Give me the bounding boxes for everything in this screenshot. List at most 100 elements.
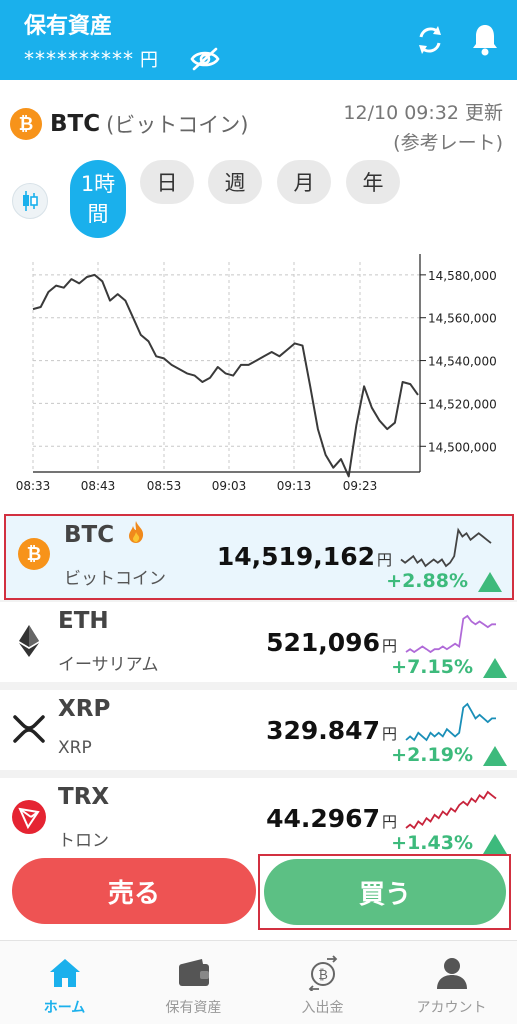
sparkline-line bbox=[405, 614, 496, 654]
coin-price-value: 44.2967 bbox=[266, 804, 380, 833]
coin-ticker: BTC bbox=[50, 111, 101, 137]
sparkline-chart bbox=[405, 790, 497, 830]
sparkline-line bbox=[400, 527, 492, 568]
bitcoin-icon: ₿ bbox=[18, 538, 50, 570]
coin-price-value: 521,096 bbox=[266, 628, 380, 657]
coin-price: 14,519,162 円 bbox=[217, 542, 392, 571]
coin-symbol: XRP bbox=[58, 696, 111, 722]
svg-text:₿: ₿ bbox=[318, 968, 328, 983]
coin-price-currency: 円 bbox=[381, 637, 397, 655]
price-series-line bbox=[32, 273, 419, 478]
x-tick-label: 09:23 bbox=[343, 479, 378, 493]
coin-row-xrp[interactable]: XRP XRP 329.847 円 +2.19% bbox=[0, 690, 517, 770]
nav-account-label: アカウント bbox=[416, 1000, 487, 1016]
nav-account[interactable]: アカウント bbox=[387, 941, 516, 1024]
sparkline-line bbox=[405, 790, 497, 830]
up-arrow-icon bbox=[483, 658, 507, 678]
coin-symbol: ETH bbox=[58, 608, 109, 634]
y-tick-label: 14,580,000 bbox=[428, 269, 497, 283]
coin-name: XRP bbox=[58, 738, 92, 758]
flame-icon bbox=[129, 521, 144, 543]
price-chart: 08:33 08:43 08:53 09:03 09:13 09:23 14,580,000… bbox=[16, 254, 497, 493]
rate-note: (参考レート) bbox=[393, 132, 503, 154]
tab-1-hour-line2: 間 bbox=[87, 202, 109, 226]
coin-row-eth[interactable]: ETH イーサリアム 521,096 円 +7.15% bbox=[0, 602, 517, 682]
coin-change: +1.43% bbox=[391, 832, 473, 854]
bitcoin-icon: ₿ bbox=[10, 108, 42, 140]
coin-price-value: 329.847 bbox=[266, 716, 380, 745]
bottom-nav: ホーム 保有資産 ₿ 入出金 アカウント bbox=[0, 940, 517, 1024]
coin-price-value: 14,519,162 bbox=[216, 542, 375, 571]
bell-icon[interactable] bbox=[470, 22, 500, 56]
x-tick-label: 08:53 bbox=[147, 479, 182, 493]
coin-name: (ビットコイン) bbox=[106, 113, 249, 137]
coin-name: イーサリアム bbox=[58, 655, 159, 675]
x-tick-label: 08:43 bbox=[81, 479, 116, 493]
coin-symbol: TRX bbox=[58, 784, 110, 810]
refresh-icon[interactable] bbox=[414, 24, 446, 56]
nav-home-label: ホーム bbox=[43, 1000, 86, 1016]
row-divider bbox=[0, 770, 517, 778]
tab-1-hour-line1: 1時 bbox=[80, 172, 116, 196]
wallet-icon bbox=[179, 959, 209, 986]
coin-icon bbox=[12, 800, 46, 834]
coin-row-btc[interactable]: ₿ BTC ビットコイン 14,519,162 円 +2.88% bbox=[4, 514, 514, 600]
tab-day[interactable]: 日 bbox=[140, 160, 194, 204]
y-tick-label: 14,520,000 bbox=[428, 397, 497, 411]
buy-button[interactable]: 買う bbox=[264, 859, 506, 925]
tab-month[interactable]: 月 bbox=[277, 160, 331, 204]
coin-icon bbox=[12, 712, 46, 746]
row-divider bbox=[0, 682, 517, 690]
tab-1-hour[interactable]: 1時 間 bbox=[70, 160, 126, 238]
sparkline-chart bbox=[405, 702, 496, 742]
tron-icon bbox=[12, 800, 46, 834]
y-tick-label: 14,560,000 bbox=[428, 312, 497, 326]
up-arrow-icon bbox=[483, 834, 507, 854]
balance-currency: 円 bbox=[140, 50, 159, 71]
xrp-icon bbox=[13, 715, 45, 743]
coin-icon bbox=[12, 624, 46, 658]
y-tick-label: 14,500,000 bbox=[428, 440, 497, 454]
candlestick-toggle[interactable] bbox=[12, 183, 48, 219]
person-icon bbox=[437, 958, 467, 989]
nav-assets-label: 保有資産 bbox=[165, 1000, 222, 1016]
nav-deposit-label: 入出金 bbox=[301, 1000, 344, 1016]
coin-symbol: BTC bbox=[64, 522, 115, 548]
tab-week[interactable]: 週 bbox=[208, 160, 262, 204]
app-header: 保有資産 ********** 円 bbox=[0, 0, 517, 80]
nav-deposit[interactable]: ₿ 入出金 bbox=[258, 941, 387, 1024]
candlestick-icon bbox=[23, 191, 38, 211]
sell-button[interactable]: 売る bbox=[12, 858, 256, 924]
coin-change: +2.88% bbox=[386, 570, 468, 592]
coin-icon: ₿ bbox=[18, 538, 52, 572]
tab-year[interactable]: 年 bbox=[346, 160, 400, 204]
up-arrow-icon bbox=[483, 746, 507, 766]
nav-home[interactable]: ホーム bbox=[0, 941, 129, 1024]
x-tick-label: 08:33 bbox=[16, 479, 51, 493]
sparkline-chart bbox=[405, 614, 496, 654]
coin-row-trx[interactable]: TRX トロン 44.2967 円 +1.43% bbox=[0, 778, 517, 858]
coin-price: 329.847 円 bbox=[266, 716, 397, 745]
eye-off-icon[interactable] bbox=[190, 47, 220, 71]
balance-value: ********** bbox=[24, 47, 134, 71]
x-tick-label: 09:03 bbox=[212, 479, 247, 493]
nav-assets[interactable]: 保有資産 bbox=[129, 941, 258, 1024]
coin-price: 44.2967 円 bbox=[266, 804, 397, 833]
sparkline-line bbox=[405, 702, 496, 742]
updated-time: 12/10 09:32 更新 bbox=[343, 102, 503, 124]
coin-name: ビットコイン bbox=[64, 569, 166, 589]
buy-button-highlight: 買う bbox=[258, 854, 511, 930]
page-title: 保有資産 bbox=[24, 14, 113, 39]
coin-price-currency: 円 bbox=[376, 551, 392, 569]
x-tick-label: 09:13 bbox=[277, 479, 312, 493]
coin-price-currency: 円 bbox=[381, 813, 397, 831]
sparkline-chart bbox=[400, 527, 492, 568]
y-tick-label: 14,540,000 bbox=[428, 355, 497, 369]
coin-price-currency: 円 bbox=[381, 725, 397, 743]
total-balance: ********** 円 bbox=[24, 46, 159, 72]
updated-info: 12/10 09:32 更新 (参考レート) bbox=[343, 98, 503, 158]
coin-change: +7.15% bbox=[391, 656, 473, 678]
coin-name: トロン bbox=[58, 831, 109, 851]
home-icon bbox=[50, 959, 80, 987]
coin-heading: ₿ BTC (ビットコイン) bbox=[10, 108, 249, 140]
